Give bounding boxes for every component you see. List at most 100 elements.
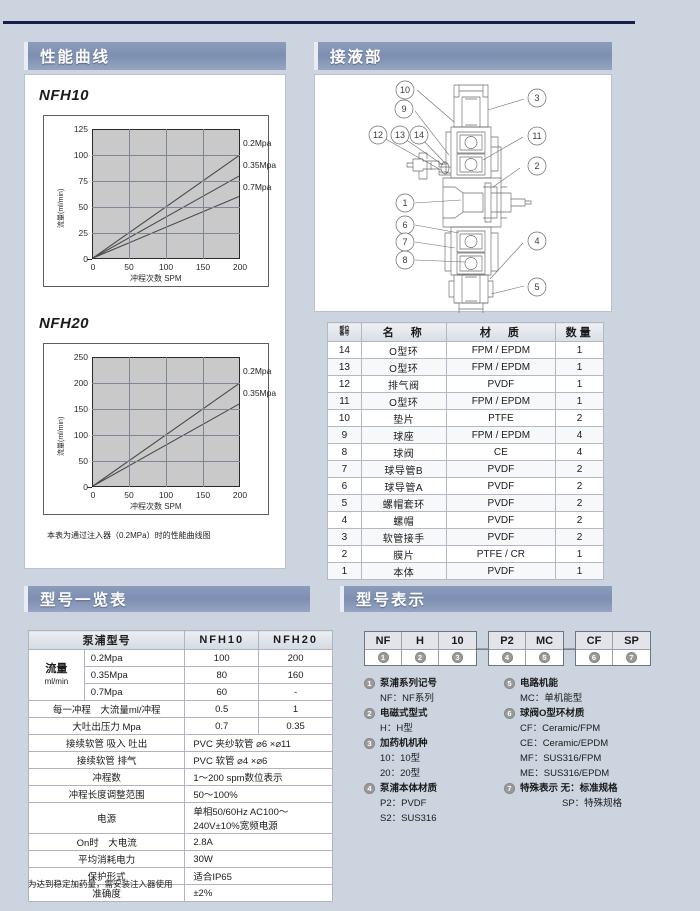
cell-spec-value: 适合IP65 <box>184 867 333 885</box>
chart-nfh20-ytick: 50 <box>78 456 88 466</box>
code-cell-p2[interactable]: P2 <box>489 632 526 649</box>
cell-part-name: 排气阀 <box>360 375 447 393</box>
table-row: 4 螺帽 PVDF 2 <box>327 511 604 529</box>
chart-nfh20-ytick: 150 <box>73 404 88 414</box>
code-cell-cf[interactable]: CF <box>576 632 613 649</box>
chart-nfh20-ytick: 200 <box>73 378 88 388</box>
cell-part-no: 14 <box>327 341 362 359</box>
table-row: 2 膜片 PTFE / CR 1 <box>327 545 604 563</box>
table-row: 5 螺帽套环 PVDF 2 <box>327 494 604 512</box>
cell-spec-label: On时 大电流 <box>27 833 186 851</box>
table-row: 平均消耗电力 30W <box>27 850 333 868</box>
model-code-legend-right: 5 电路机能 MC：单机能型 6 球阀O型环材质 CF：Ceramic/FPM CE：Cer… <box>504 676 700 811</box>
chart-nfh20-xtick: 0 <box>90 490 96 500</box>
cell-qty: 2 <box>555 528 604 546</box>
code-cell-sp[interactable]: SP <box>613 632 650 649</box>
legend-item-3: 3 加药机机种 <box>364 736 504 751</box>
chart-nfh10-series-label: 0.2Mpa <box>243 138 272 148</box>
callout-4: 4 <box>534 236 539 246</box>
gridline-x <box>166 357 167 487</box>
cell-part-name: 本体 <box>360 562 447 580</box>
section-title-text: 性能曲线 <box>40 49 111 66</box>
code-cell-h[interactable]: H <box>402 632 439 649</box>
table-row: 准确度 ±2% <box>27 884 333 902</box>
table-row: 7 球导管B PVDF 2 <box>327 460 604 478</box>
circled-number-2: 2 <box>414 652 426 663</box>
circled-number-3: 3 <box>364 738 375 749</box>
chart-nfh10-xtick: 50 <box>124 262 134 272</box>
gridline-x <box>129 129 130 259</box>
code-group: P2 MC 4 5 <box>488 631 564 666</box>
table-row: 冲程长度调整范围 50～100% <box>27 785 333 803</box>
chart-nfh20-xtick: 150 <box>195 490 211 500</box>
chart-nfh10-ytick: 0 <box>83 254 88 264</box>
col-header-part-no: 部位 番号 <box>327 322 362 342</box>
legend-option: MC：单机能型 <box>520 693 583 704</box>
gridline-x <box>129 357 130 487</box>
model-code-diagram: NF H 10 1 2 3— P2 MC 4 5— CF SP 6 7 <box>364 631 651 666</box>
performance-curve-panel: NFH10 125 100 75 50 25 0 0 <box>24 74 286 569</box>
cell-qty: 1 <box>555 375 604 393</box>
table-row: 0.7Mpa 60- <box>29 683 333 701</box>
cell-part-no: 9 <box>327 426 362 444</box>
circled-number-7: 7 <box>626 652 637 663</box>
circled-number-2: 2 <box>364 708 375 719</box>
code-ref-7: 7 <box>613 649 650 665</box>
cell-material: PVDF <box>445 528 557 546</box>
code-ref-1: 1 <box>365 649 402 665</box>
circled-number-1: 1 <box>364 678 375 689</box>
table-header-row: 部位 番号 名 称 材 质 数量 <box>327 322 604 342</box>
cell-part-no: 3 <box>327 528 362 546</box>
callout-8: 8 <box>402 255 407 265</box>
code-cell-mc[interactable]: MC <box>526 632 563 649</box>
cell-part-name: 球导管B <box>360 460 447 478</box>
cell-spec-value: 50～100% <box>184 785 333 803</box>
section-title-text: 型号一览表 <box>40 592 128 609</box>
col-header-qty: 数量 <box>555 322 604 342</box>
cell-material: PVDF <box>445 460 557 478</box>
cell-nfh10-value: 0.5 <box>184 700 260 718</box>
circled-number-3: 3 <box>452 652 463 663</box>
cell-spec-label: 电源 <box>27 802 186 834</box>
cell-part-name: 球阀 <box>360 443 447 461</box>
table-header-row: 泵浦型号 NFH10 NFH20 <box>27 630 333 650</box>
cell-nfh10-value: 100 <box>184 649 260 667</box>
section-header-model-code: 型号表示 <box>340 586 612 612</box>
legend-title: 电磁式型式 <box>380 708 428 719</box>
col-header-nfh10: NFH10 <box>184 630 260 650</box>
code-group: NF H 10 1 2 3 <box>364 631 477 666</box>
table-row: 1 本体 PVDF 1 <box>327 562 604 580</box>
legend-option: MF：SUS316/FPM <box>520 753 602 764</box>
section-title-text: 型号表示 <box>356 592 427 609</box>
legend-item-6: 6 球阀O型环材质 <box>504 706 700 721</box>
cell-spec-label: 冲程数 <box>27 768 186 786</box>
code-cell-10[interactable]: 10 <box>439 632 476 649</box>
cell-part-no: 2 <box>327 545 362 563</box>
cell-material: PTFE / CR <box>445 545 557 563</box>
cell-material: FPM / EPDM <box>445 358 557 376</box>
table-row: 0.35Mpa 80 160 <box>29 666 333 684</box>
legend-option: SP：特殊规格 <box>562 798 623 809</box>
legend-item-5: 5 电路机能 <box>504 676 700 691</box>
model-code-legend-left: 1 泵浦系列记号 NF：NF系列 2 电磁式型式 H：H型 3 加药机机种 10：10型 20：2… <box>364 676 504 826</box>
cell-nfh20-value: - <box>258 683 333 701</box>
callout-3: 3 <box>534 93 539 103</box>
legend-option: CE：Ceramic/EPDM <box>520 738 609 749</box>
chart-nfh10-xtick: 100 <box>158 262 174 272</box>
cell-spec-label: 准确度 <box>27 884 186 902</box>
legend-item-7: 7 特殊表示 无：标准规格 <box>504 781 700 796</box>
cell-part-no: 11 <box>327 392 362 410</box>
gridline-x <box>203 357 204 487</box>
col-header-model: 泵浦型号 <box>27 630 186 650</box>
cell-part-name: 螺帽 <box>360 511 447 529</box>
legend-title: 泵浦系列记号 <box>380 678 438 689</box>
circled-number-6: 6 <box>504 708 515 719</box>
table-row: 冲程数 1～200 spm数位表示 <box>27 768 333 786</box>
cell-part-no: 10 <box>327 409 362 427</box>
chart-nfh20-x-axis-label: 冲程次数 SPM <box>130 502 182 511</box>
cell-part-name: 球座 <box>360 426 447 444</box>
code-cell-nf[interactable]: NF <box>365 632 402 649</box>
callout-1: 1 <box>402 198 407 208</box>
cell-qty: 4 <box>555 426 604 444</box>
cell-spec-value: PVC 夹纱软管 ⌀6 ×⌀11 <box>184 734 333 752</box>
